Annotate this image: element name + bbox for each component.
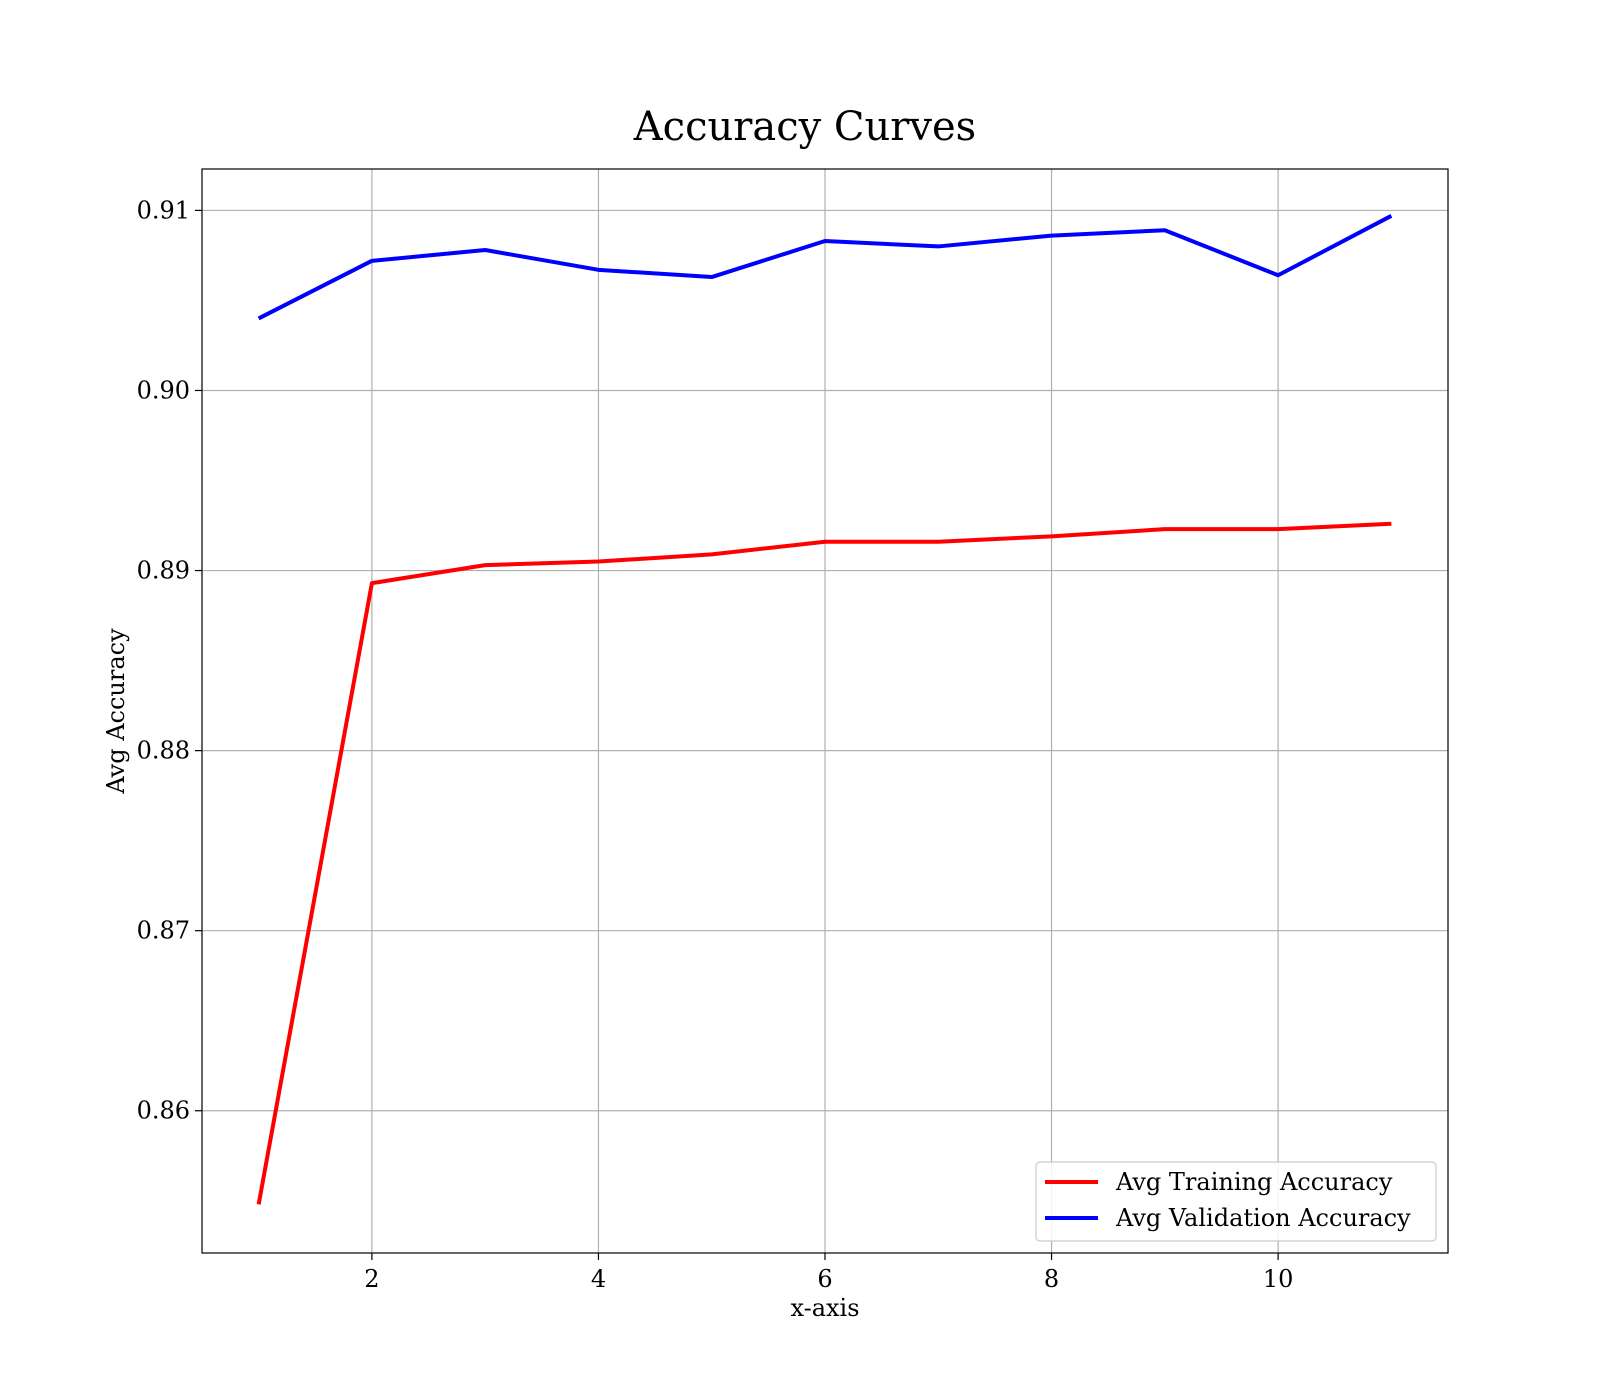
y-tick-label: 0.90 <box>137 376 190 404</box>
x-axis-label: x-axis <box>790 1294 859 1322</box>
training-accuracy-line <box>256 521 1392 1205</box>
y-tick-label: 0.88 <box>137 737 190 765</box>
y-tick-label: 0.87 <box>137 917 190 945</box>
x-tick-label: 6 <box>817 1265 832 1293</box>
legend-box <box>1035 1161 1437 1242</box>
chart-title: Accuracy Curves <box>633 104 976 150</box>
y-tick-label: 0.89 <box>137 557 190 585</box>
x-tick-label: 2 <box>364 1265 379 1293</box>
x-tick-label: 4 <box>591 1265 606 1293</box>
legend-entry-label: Avg Training Accuracy <box>1115 1168 1393 1196</box>
x-tick-label: 10 <box>1263 1265 1294 1293</box>
y-axis-label: Avg Accuracy <box>102 628 130 795</box>
y-tick-label: 0.86 <box>137 1097 190 1125</box>
series-lines <box>256 214 1393 1205</box>
legend: Avg Training Accuracy Avg Validation Accu… <box>1035 1161 1437 1242</box>
axis-ticks: 2 4 6 8 10 0.86 0.87 0.88 0.89 0.90 0.91 <box>137 196 1294 1293</box>
x-tick-label: 8 <box>1044 1265 1059 1293</box>
grid-lines <box>202 169 1448 1253</box>
y-tick-label: 0.91 <box>137 196 190 224</box>
validation-accuracy-line <box>257 214 1393 321</box>
legend-entry-label: Avg Validation Accuracy <box>1115 1204 1411 1232</box>
